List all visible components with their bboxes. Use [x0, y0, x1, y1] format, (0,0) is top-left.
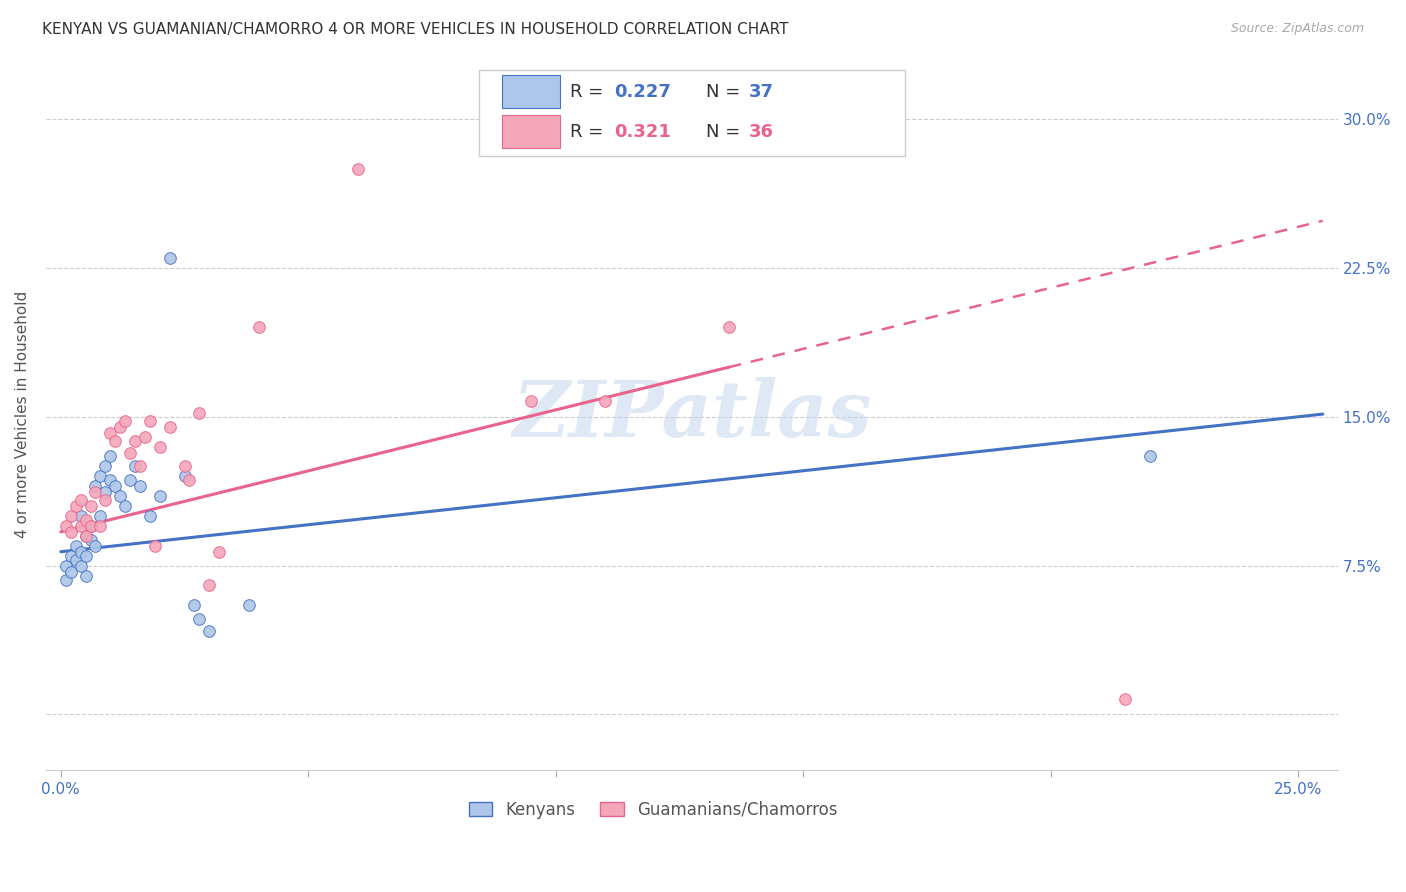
Point	[173, 459, 195, 474]
Point	[124, 459, 146, 474]
Point	[179, 473, 201, 487]
Point	[208, 545, 231, 559]
Point	[79, 533, 101, 547]
Point	[188, 406, 211, 420]
Point	[717, 320, 740, 334]
Text: 37: 37	[748, 83, 773, 101]
Point	[98, 450, 121, 464]
Point	[120, 473, 142, 487]
Point	[120, 445, 142, 459]
Point	[108, 419, 131, 434]
Point	[94, 493, 117, 508]
Point	[69, 493, 91, 508]
Point	[59, 565, 82, 579]
Point	[238, 599, 260, 613]
Point	[1139, 450, 1161, 464]
Point	[69, 508, 91, 523]
Point	[94, 459, 117, 474]
FancyBboxPatch shape	[478, 70, 905, 155]
Point	[139, 508, 162, 523]
Point	[94, 485, 117, 500]
Point	[593, 393, 616, 408]
Point	[75, 529, 97, 543]
Point	[75, 513, 97, 527]
Point	[98, 425, 121, 440]
Point	[69, 558, 91, 573]
Point	[129, 459, 152, 474]
Point	[69, 545, 91, 559]
Legend: Kenyans, Guamanians/Chamorros: Kenyans, Guamanians/Chamorros	[463, 794, 844, 826]
Point	[247, 320, 270, 334]
Text: N =: N =	[706, 83, 747, 101]
Point	[79, 499, 101, 513]
Point	[104, 479, 127, 493]
Point	[198, 624, 221, 639]
Point	[124, 434, 146, 448]
Point	[89, 508, 111, 523]
Point	[55, 519, 77, 533]
Point	[143, 539, 166, 553]
Text: R =: R =	[571, 122, 609, 141]
Point	[84, 479, 107, 493]
Text: N =: N =	[706, 122, 747, 141]
Point	[65, 499, 87, 513]
Point	[89, 469, 111, 483]
Point	[84, 485, 107, 500]
Point	[98, 473, 121, 487]
Point	[173, 469, 195, 483]
Point	[69, 519, 91, 533]
Point	[55, 573, 77, 587]
Point	[159, 419, 181, 434]
Point	[520, 393, 543, 408]
Text: Source: ZipAtlas.com: Source: ZipAtlas.com	[1230, 22, 1364, 36]
Text: 0.227: 0.227	[614, 83, 671, 101]
Point	[108, 489, 131, 503]
Point	[59, 549, 82, 563]
Point	[149, 440, 172, 454]
Point	[149, 489, 172, 503]
Point	[188, 612, 211, 626]
Point	[75, 549, 97, 563]
Point	[59, 508, 82, 523]
Point	[79, 519, 101, 533]
Point	[65, 539, 87, 553]
Point	[139, 414, 162, 428]
Text: KENYAN VS GUAMANIAN/CHAMORRO 4 OR MORE VEHICLES IN HOUSEHOLD CORRELATION CHART: KENYAN VS GUAMANIAN/CHAMORRO 4 OR MORE V…	[42, 22, 789, 37]
Point	[1114, 691, 1136, 706]
Bar	[502, 115, 560, 148]
Point	[104, 434, 127, 448]
Text: R =: R =	[571, 83, 609, 101]
Point	[134, 429, 156, 443]
Point	[65, 552, 87, 566]
Text: 36: 36	[748, 122, 773, 141]
Y-axis label: 4 or more Vehicles in Household: 4 or more Vehicles in Household	[15, 291, 30, 539]
Point	[183, 599, 205, 613]
Text: 0.321: 0.321	[614, 122, 671, 141]
Point	[75, 529, 97, 543]
Text: ZIPatlas: ZIPatlas	[512, 376, 872, 453]
Point	[198, 578, 221, 592]
Point	[59, 524, 82, 539]
Point	[84, 539, 107, 553]
Point	[129, 479, 152, 493]
Bar	[502, 75, 560, 108]
Point	[89, 519, 111, 533]
Point	[346, 161, 368, 176]
Point	[55, 558, 77, 573]
Point	[159, 251, 181, 265]
Point	[79, 519, 101, 533]
Point	[114, 414, 136, 428]
Point	[75, 568, 97, 582]
Point	[114, 499, 136, 513]
